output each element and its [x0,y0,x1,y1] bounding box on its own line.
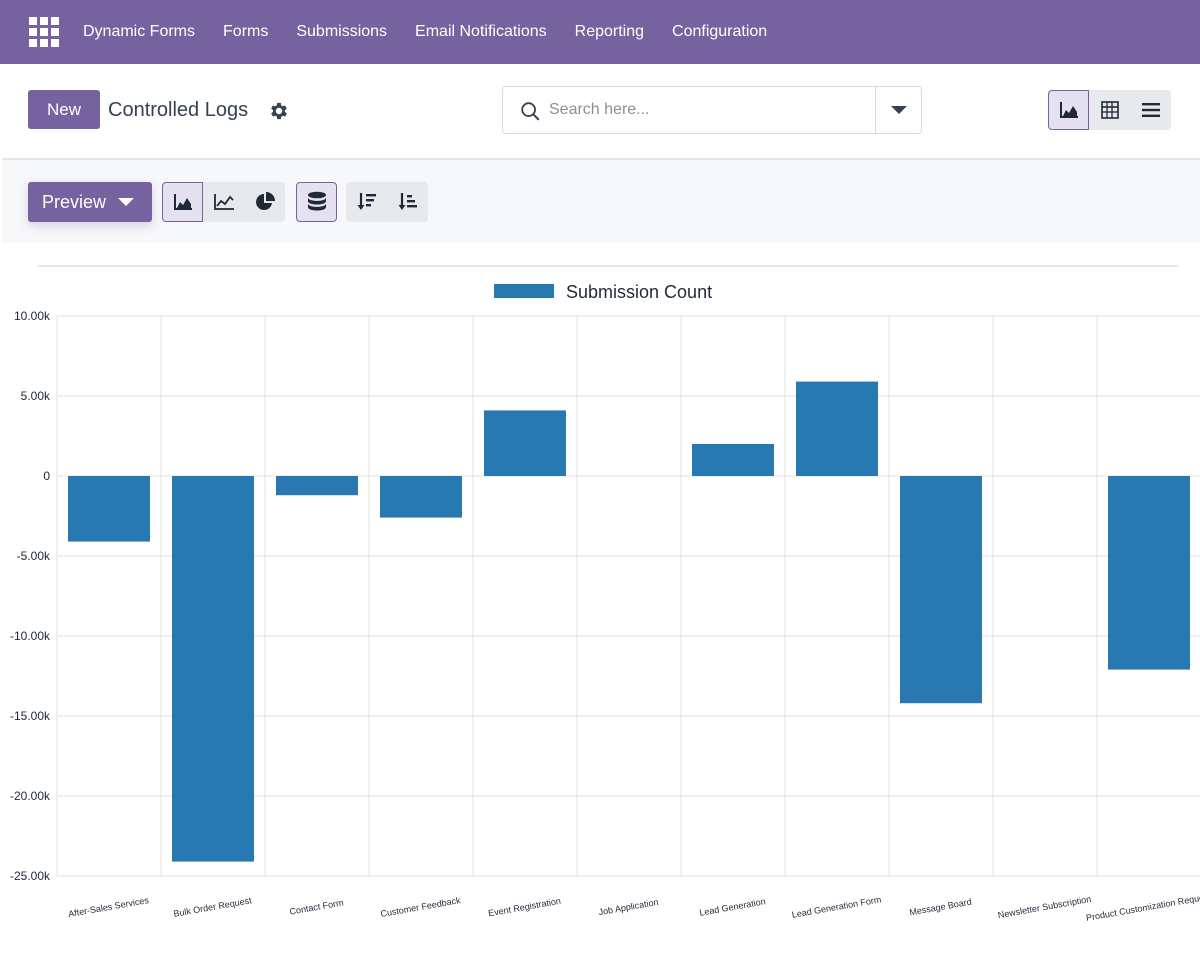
x-tick-label: Event Registration [487,896,561,919]
list-view-button[interactable] [1130,90,1171,130]
search-icon [521,102,540,121]
bar-lead-generation-form [796,381,878,476]
chart-divider [38,265,1178,267]
y-tick-label: -5.00k [17,549,51,563]
x-tick-label: Customer Feedback [380,895,462,919]
area-chart-icon [1059,102,1078,118]
view-switcher [1048,90,1171,130]
line-chart-button[interactable] [203,182,244,222]
bar-chart-button[interactable] [162,182,203,222]
bar-after-sales-services [68,476,150,542]
chevron-down-icon [891,106,907,114]
y-tick-label: -20.00k [10,789,51,803]
search-bar [502,86,922,134]
sort-ascending-icon [398,193,417,210]
legend-label: Submission Count [566,282,712,302]
x-tick-label: Lead Generation [699,896,767,917]
graph-toolbar: Preview [2,158,1200,243]
nav-brand[interactable]: Dynamic Forms [83,23,196,40]
database-stack-icon [307,191,326,211]
x-tick-label: Contact Form [289,897,344,916]
stacked-toggle-button[interactable] [296,182,337,222]
bar-bulk-order-request [172,476,254,862]
search-input[interactable] [549,96,869,124]
new-button[interactable]: New [28,90,100,129]
y-tick-label: -10.00k [10,629,51,643]
control-panel: New Controlled Logs [0,64,1200,158]
pie-chart-button[interactable] [244,182,285,222]
x-tick-label: Bulk Order Request [173,895,253,919]
bar-customer-feedback [380,476,462,518]
nav-item-forms[interactable]: Forms [223,23,269,40]
table-grid-icon [1100,101,1119,119]
gear-icon[interactable] [268,100,290,122]
x-tick-label: Product Customization Request [1085,891,1200,923]
nav-item-email-notifications[interactable]: Email Notifications [415,23,547,40]
x-tick-label: Message Board [909,897,973,918]
sort-descending-button[interactable] [346,182,387,222]
line-chart-icon [213,194,234,210]
bar-lead-generation [692,444,774,476]
nav-item-reporting[interactable]: Reporting [574,23,645,40]
x-tick-label: Newsletter Subscription [997,894,1092,920]
page-title: Controlled Logs [108,99,249,121]
pie-chart-icon [255,192,275,210]
y-tick-label: -25.00k [10,869,51,883]
bar-product-customization-request [1108,476,1190,670]
graph-view-button[interactable] [1048,90,1089,130]
bar-chart: 10.00k 5.00k 0 -5.00k -10.00k -15.00k -20.00k -… [10,282,1200,923]
y-tick-label: 0 [43,469,50,483]
stacked-group [296,182,337,222]
sort-group [346,182,428,222]
x-tick-label: After-Sales Services [67,895,150,919]
y-tick-label: 5.00k [21,389,51,403]
x-tick-label: Job Application [598,897,659,917]
sort-ascending-button[interactable] [387,182,428,222]
sort-descending-icon [357,193,376,210]
y-tick-label: 10.00k [14,309,51,323]
preview-dropdown-button[interactable]: Preview [28,182,152,222]
x-tick-label: Lead Generation Form [791,894,882,920]
preview-label: Preview [42,191,107,212]
legend-swatch [494,284,554,298]
search-options-toggle[interactable] [875,87,922,133]
list-icon [1141,103,1160,117]
nav-item-submissions[interactable]: Submissions [296,23,388,40]
apps-grid-icon[interactable] [29,17,59,47]
bar-event-registration [484,410,566,476]
bar-contact-form [276,476,358,496]
chart-type-group [162,182,285,222]
caret-down-icon [118,198,135,206]
nav-item-configuration[interactable]: Configuration [672,23,768,40]
top-navbar: Dynamic Forms Forms Submissions Email No… [0,0,1200,64]
bar-message-board [900,476,982,704]
y-tick-label: -15.00k [10,709,51,723]
pivot-view-button[interactable] [1089,90,1130,130]
bar-chart-icon [173,194,192,210]
